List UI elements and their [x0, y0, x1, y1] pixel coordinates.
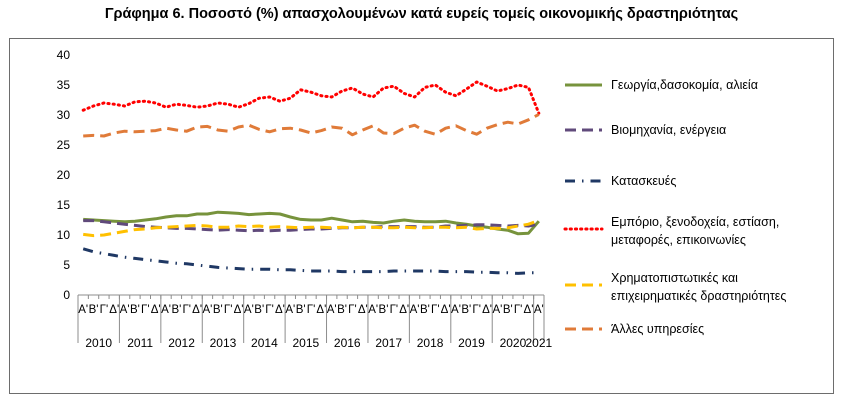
x-tick-label: Γ' — [182, 304, 191, 316]
x-tick-label: Α' — [161, 304, 171, 316]
y-tick-label: 15 — [57, 198, 71, 212]
year-label: 2014 — [251, 336, 278, 350]
series-line — [81, 80, 541, 115]
x-tick-label: Β' — [213, 304, 223, 316]
x-tick-label: Α' — [492, 304, 502, 316]
chart-title: Γράφημα 6. Ποσοστό (%) απασχολουμένων κα… — [104, 6, 739, 22]
x-tick-label: Δ' — [275, 304, 285, 316]
year-label: 2016 — [334, 336, 361, 350]
x-tick-label: Γ' — [431, 304, 440, 316]
x-tick-label: Δ' — [399, 304, 409, 316]
year-label: 2015 — [292, 336, 319, 350]
legend-entry: Χρηματοπιστωτικές και επιχειρηματικές δρα… — [611, 271, 786, 303]
x-tick-label: Α' — [451, 304, 461, 316]
y-tick-label: 35 — [57, 78, 71, 92]
legend-entry: Κατασκευές — [611, 174, 676, 188]
x-tick-label: Γ' — [265, 304, 274, 316]
x-tick-label: Α' — [410, 304, 420, 316]
y-tick-label: 0 — [63, 288, 70, 302]
year-label: 2020 — [500, 336, 527, 350]
x-tick-label: Γ' — [390, 304, 399, 316]
legend-entry: Εμπόριο, ξενοδοχεία, εστίαση, μεταφορές, … — [611, 215, 779, 247]
chart-frame — [9, 38, 834, 394]
x-tick-label: Γ' — [348, 304, 357, 316]
x-tick-label: Δ' — [316, 304, 326, 316]
x-tick-label: Α' — [203, 304, 213, 316]
x-tick-label: Α' — [120, 304, 130, 316]
x-tick-label: Δ' — [234, 304, 244, 316]
x-tick-label: Β' — [337, 304, 347, 316]
x-tick-label: Γ' — [514, 304, 523, 316]
series-line — [82, 247, 539, 275]
x-tick-label: Α' — [78, 304, 88, 316]
year-label: 2019 — [458, 336, 485, 350]
y-tick-label: 5 — [63, 258, 70, 272]
x-tick-label: Β' — [130, 304, 140, 316]
y-tick-label: 25 — [57, 138, 71, 152]
x-tick-label: Α' — [534, 304, 544, 316]
y-tick-label: 20 — [57, 168, 71, 182]
x-tick-label: Β' — [461, 304, 471, 316]
x-tick-label: Γ' — [307, 304, 316, 316]
legend-entry: Βιομηχανία, ενέργεια — [611, 123, 726, 137]
legend-entry: Άλλες υπηρεσίες — [611, 322, 704, 336]
x-tick-label: Δ' — [524, 304, 534, 316]
y-tick-label: 10 — [57, 228, 71, 242]
y-tick-label: 30 — [57, 108, 71, 122]
x-tick-label: Δ' — [358, 304, 368, 316]
x-tick-label: Α' — [244, 304, 254, 316]
x-tick-label: Β' — [296, 304, 306, 316]
year-label: 2018 — [417, 336, 444, 350]
x-tick-label: Δ' — [441, 304, 451, 316]
x-tick-label: Γ' — [472, 304, 481, 316]
year-label: 2021 — [525, 336, 552, 350]
x-tick-label: Β' — [420, 304, 430, 316]
x-tick-label: Α' — [327, 304, 337, 316]
x-tick-label: Δ' — [109, 304, 119, 316]
x-tick-label: Δ' — [192, 304, 202, 316]
year-label: 2011 — [127, 336, 153, 350]
series-line — [83, 210, 540, 236]
x-tick-label: Γ' — [224, 304, 233, 316]
x-tick-label: Β' — [503, 304, 513, 316]
year-label: 2010 — [85, 336, 112, 350]
x-tick-label: Β' — [171, 304, 181, 316]
x-tick-label: Γ' — [100, 304, 109, 316]
year-label: 2012 — [168, 336, 195, 350]
x-tick-label: Δ' — [482, 304, 492, 316]
y-tick-label: 40 — [57, 48, 71, 62]
legend-entry: Γεωργία,δασοκομία, αλιεία — [611, 78, 758, 92]
x-tick-label: Α' — [285, 304, 295, 316]
x-tick-label: Δ' — [151, 304, 161, 316]
x-tick-label: Α' — [368, 304, 378, 316]
series-line — [83, 113, 540, 138]
x-tick-label: Γ' — [141, 304, 150, 316]
year-label: 2013 — [210, 336, 237, 350]
x-tick-label: Β' — [379, 304, 389, 316]
series-line — [83, 219, 540, 238]
x-tick-label: Β' — [89, 304, 99, 316]
x-tick-label: Β' — [254, 304, 264, 316]
year-label: 2017 — [375, 336, 402, 350]
